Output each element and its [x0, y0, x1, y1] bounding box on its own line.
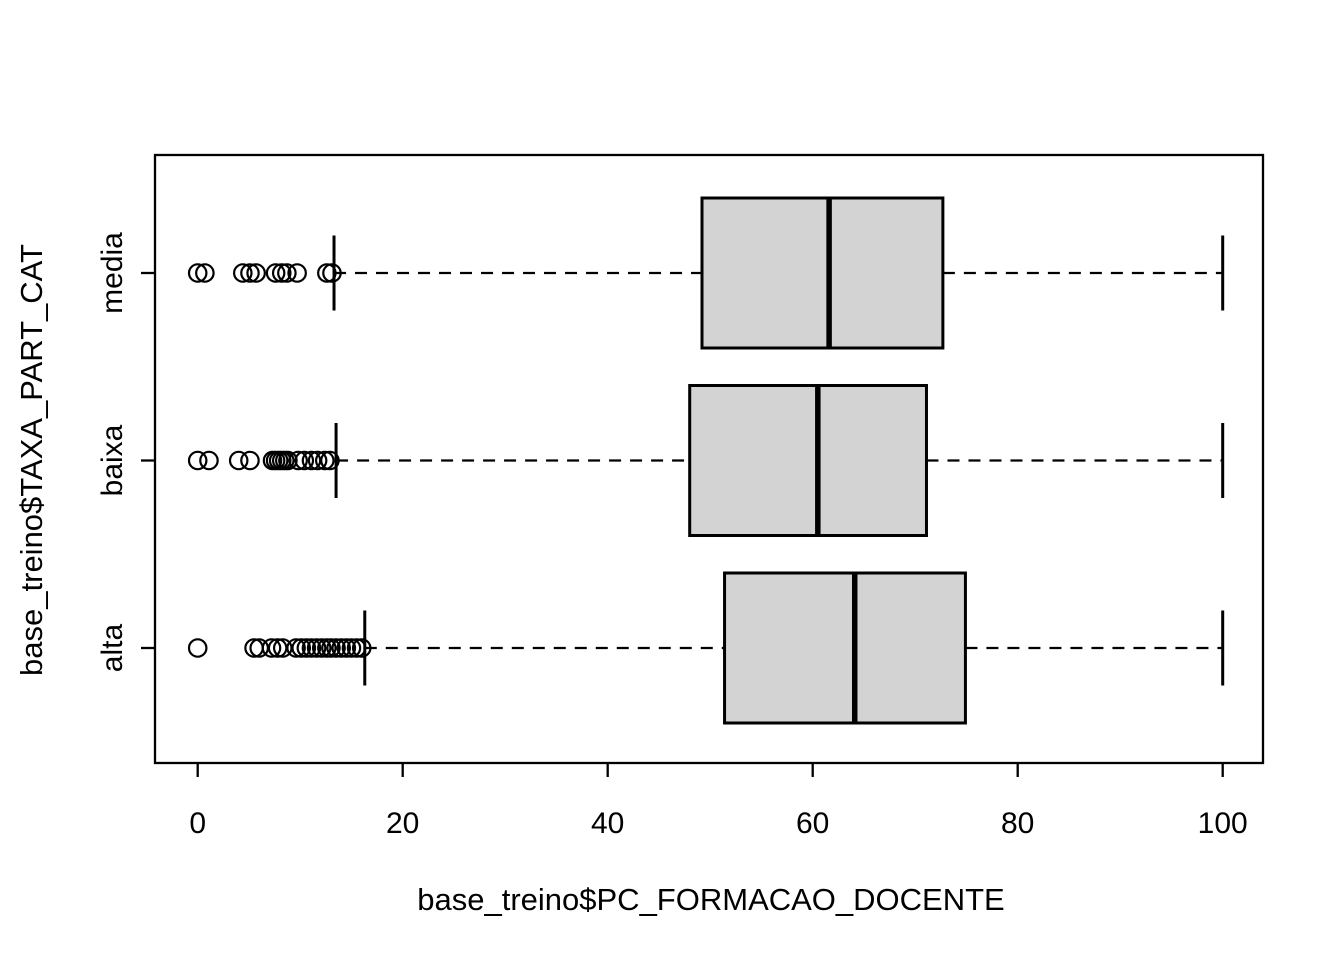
outlier-point-alta: [321, 638, 341, 658]
x-tick-label: 40: [591, 807, 624, 840]
outlier-point-media: [233, 263, 253, 283]
outlier-point-alta: [301, 638, 322, 658]
outlier-point-alta: [286, 638, 306, 658]
outlier-point-media: [271, 263, 292, 283]
outlier-point-alta: [331, 638, 351, 658]
outlier-point-alta: [346, 638, 367, 658]
category-label-alta: alta: [96, 624, 129, 673]
x-axis-title: base_treino$PC_FORMACAO_DOCENTE: [417, 882, 1005, 917]
outlier-point-alta: [336, 638, 357, 658]
x-tick-label: 0: [189, 807, 206, 840]
category-label-media: media: [96, 232, 129, 314]
outlier-point-media: [287, 263, 307, 283]
outlier-point-alta: [291, 638, 312, 658]
box-alta: [723, 571, 967, 725]
outlier-point-baixa: [228, 450, 249, 471]
outlier-point-media: [187, 263, 208, 283]
x-tick-label: 20: [386, 807, 419, 840]
outlier-point-media: [277, 263, 297, 283]
outlier-point-baixa: [288, 450, 308, 471]
outlier-point-baixa: [199, 450, 219, 471]
outlier-point-media: [240, 263, 260, 283]
outlier-point-baixa: [187, 450, 208, 471]
box-baixa: [688, 384, 928, 537]
outlier-point-media: [195, 263, 215, 283]
outlier-point-alta: [296, 638, 317, 658]
outlier-point-alta: [187, 638, 208, 658]
outlier-point-media: [322, 263, 342, 283]
x-tick-label: 80: [1001, 807, 1034, 840]
x-tick-label: 60: [796, 807, 829, 840]
category-label-baixa: baixa: [96, 424, 129, 496]
outlier-point-alta: [341, 638, 362, 658]
x-tick-label: 100: [1198, 807, 1248, 840]
outlier-point-media: [246, 263, 266, 283]
box-media: [700, 196, 945, 350]
outlier-point-baixa: [314, 450, 335, 471]
outlier-point-baixa: [307, 450, 328, 471]
outlier-point-alta: [261, 638, 282, 658]
outlier-point-alta: [326, 638, 346, 658]
outlier-point-baixa: [240, 450, 260, 471]
plot-border: [153, 153, 1265, 765]
outlier-point-alta: [311, 638, 332, 658]
outlier-point-alta: [306, 638, 327, 658]
y-axis-title: base_treino$TAXA_PART_CAT: [14, 244, 49, 676]
outlier-point-baixa: [294, 450, 315, 471]
outlier-point-media: [317, 263, 337, 283]
outlier-point-media: [265, 263, 286, 283]
outlier-point-baixa: [320, 450, 340, 471]
outlier-point-alta: [351, 638, 372, 658]
